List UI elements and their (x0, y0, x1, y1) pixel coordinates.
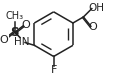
Text: O: O (89, 22, 98, 32)
Text: CH₃: CH₃ (6, 11, 24, 22)
Text: F: F (51, 65, 57, 75)
Text: O: O (0, 35, 8, 45)
Text: O: O (21, 20, 30, 30)
Text: HN: HN (14, 37, 29, 47)
Text: OH: OH (88, 3, 104, 13)
Text: S: S (10, 26, 19, 39)
